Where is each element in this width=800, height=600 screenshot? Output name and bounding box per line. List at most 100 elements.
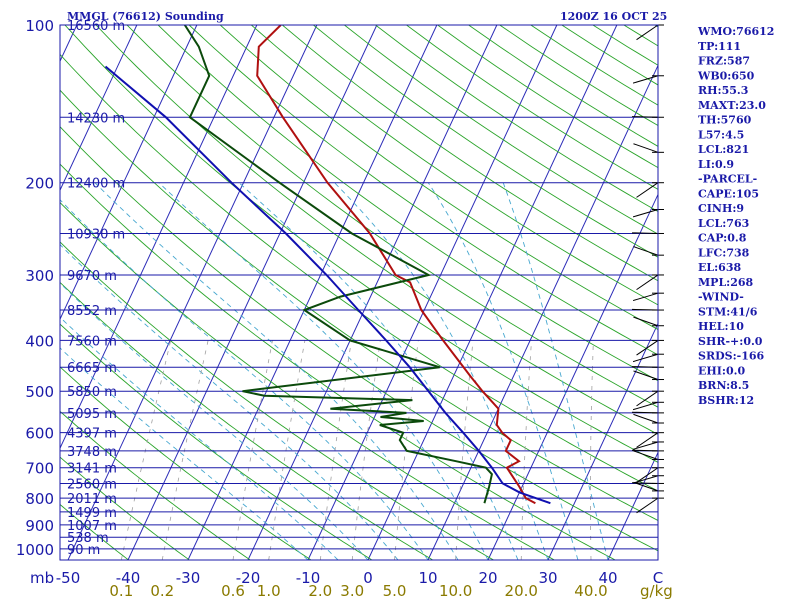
dry-adiabat	[60, 366, 312, 560]
temperature-tick-label: 40	[598, 569, 617, 587]
background-grid	[0, 25, 658, 560]
temperature-tick-label: 20	[478, 569, 497, 587]
temperature-tick-label: C	[653, 569, 663, 587]
moist-adiabat	[60, 282, 369, 560]
height-label: 1007 m	[67, 519, 117, 534]
wind-barb	[636, 182, 659, 198]
dry-adiabat	[60, 503, 129, 560]
mixing-ratio-tick-label: 1.0	[257, 582, 281, 600]
wind-barb	[632, 209, 659, 218]
wind-barb	[636, 274, 659, 291]
pressure-tick-label: 400	[25, 332, 54, 350]
parcel-trace	[104, 65, 551, 505]
sounding-index: EL:638	[698, 261, 741, 274]
sounding-traces	[104, 25, 551, 505]
wind-barb	[631, 116, 659, 118]
sounding-index: CAPE:105	[698, 187, 759, 200]
dry-adiabat	[60, 126, 658, 552]
wind-barb	[633, 370, 659, 380]
temperature-tick-label: 0	[363, 569, 373, 587]
height-label: 8552 m	[67, 304, 117, 319]
pressure-tick-label: 800	[25, 490, 54, 508]
temperature-tick-label: -30	[176, 569, 201, 587]
sounding-index: LFC:738	[698, 246, 750, 259]
pressure-tick-label: 200	[25, 175, 54, 193]
pressure-tick-label: 300	[25, 267, 54, 285]
temperature-tick-label: 10	[418, 569, 437, 587]
plot-frame	[59, 24, 659, 561]
sounding-index: HEL:10	[698, 320, 744, 333]
mixing-ratio-tick-label: 5.0	[383, 582, 407, 600]
sounding-index: LCL:763	[698, 217, 749, 230]
height-label: 9670 m	[67, 269, 117, 284]
dry-adiabat	[95, 25, 658, 435]
wind-barb	[631, 308, 659, 311]
isotherm	[60, 25, 78, 63]
isotherm	[67, 25, 318, 560]
mixing-ratio-tick-label: 40.0	[574, 582, 607, 600]
moist-adiabat	[502, 182, 609, 560]
height-label: 14230 m	[67, 111, 125, 126]
isotherm	[367, 25, 618, 560]
moist-adiabat	[60, 243, 399, 560]
moist-adiabat	[94, 182, 459, 560]
isotherm	[60, 25, 138, 192]
wind-barb	[633, 143, 659, 153]
height-label: 10930 m	[67, 227, 125, 242]
sounding-index: -PARCEL-	[698, 173, 757, 186]
sounding-index: LI:0.9	[698, 158, 734, 171]
dry-adiabat	[282, 25, 658, 282]
temperature-tick-label: 30	[538, 569, 557, 587]
dry-adiabat	[60, 53, 658, 492]
dry-adiabat	[126, 25, 658, 408]
dry-adiabat	[60, 89, 658, 521]
isotherm	[487, 193, 658, 560]
wind-barb	[636, 340, 659, 356]
mixing-ratio-tick-label: 0.2	[150, 582, 174, 600]
mixing-ratio-line	[590, 340, 594, 560]
sounding-index: STM:41/6	[698, 305, 758, 318]
dry-adiabat	[60, 323, 373, 560]
sounding-index: CAP:0.8	[698, 232, 747, 245]
wind-barb	[631, 366, 659, 368]
height-label: 12400 m	[67, 177, 125, 192]
sounding-index: TH:5760	[698, 114, 752, 127]
isotherm	[307, 25, 558, 560]
dry-adiabat	[313, 25, 658, 258]
isotherm	[247, 25, 498, 560]
wind-barb	[632, 401, 659, 411]
moist-adiabat	[158, 182, 489, 560]
sounding-index: FRZ:587	[698, 55, 750, 68]
mixing-ratio-tick-label: 0.6	[221, 582, 245, 600]
mixing-ratio-tick-label: 10.0	[439, 582, 472, 600]
pressure-unit-label: mb	[30, 569, 54, 587]
wind-barb	[632, 475, 659, 484]
pressure-tick-label: 500	[25, 383, 54, 401]
pressure-tick-label: 1000	[16, 541, 54, 559]
dry-adiabat	[64, 25, 658, 463]
isotherm	[0, 25, 17, 560]
height-label: 16560 m	[67, 19, 125, 34]
height-label: 538 m	[67, 531, 109, 546]
wind-barb	[633, 316, 659, 327]
wind-barb	[633, 450, 659, 460]
sounding-index: CINH:9	[698, 202, 744, 215]
wind-barb	[632, 292, 659, 302]
height-label: 5850 m	[67, 385, 117, 400]
sounding-index: -WIND-	[698, 291, 744, 304]
dry-adiabat	[60, 410, 251, 560]
height-label: 90 m	[67, 543, 100, 558]
wind-barb	[632, 75, 659, 84]
sounding-index: WMO:76612	[697, 25, 774, 38]
pressure-tick-label: 900	[25, 517, 54, 535]
height-label: 2011 m	[67, 492, 117, 507]
dry-adiabat	[188, 25, 658, 356]
sounding-index: RH:55.3	[698, 84, 748, 97]
wind-barb	[636, 390, 659, 407]
wind-barb	[631, 411, 659, 414]
sounding-index: MAXT:23.0	[698, 99, 766, 112]
moist-adiabat	[60, 347, 309, 560]
isotherm	[60, 25, 258, 450]
height-label: 3141 m	[67, 462, 117, 477]
